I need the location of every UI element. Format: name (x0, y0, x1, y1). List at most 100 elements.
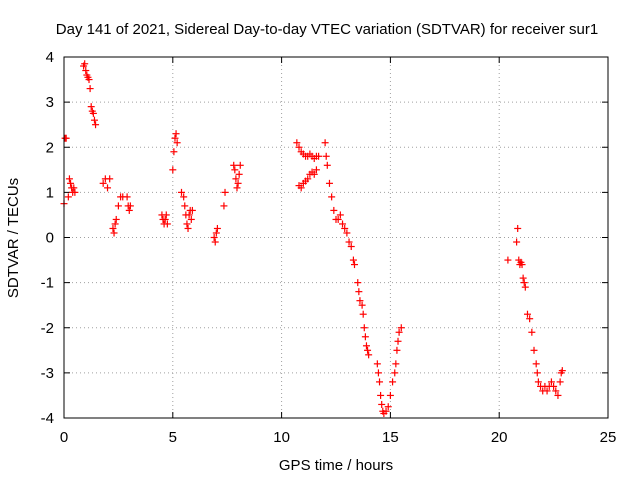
data-point (90, 116, 98, 124)
data-point (106, 175, 114, 183)
data-point (211, 238, 219, 246)
data-point (378, 400, 386, 408)
data-point (339, 220, 347, 228)
data-point (341, 224, 349, 232)
data-point (171, 134, 179, 142)
data-point (235, 170, 243, 178)
data-point (362, 342, 370, 350)
data-point (71, 188, 79, 196)
x-tick-label: 15 (382, 429, 399, 446)
data-point (376, 378, 384, 386)
data-point (359, 310, 367, 318)
data-point (349, 256, 357, 264)
data-point (67, 179, 75, 187)
data-point (185, 211, 193, 219)
data-point (70, 184, 78, 192)
data-point (528, 328, 536, 336)
data-point (85, 76, 93, 84)
data-point (183, 220, 191, 228)
data-point (518, 261, 526, 269)
data-point (210, 234, 218, 241)
data-point (397, 324, 405, 332)
data-point (169, 166, 177, 174)
data-point (212, 229, 220, 237)
x-tick-label: 10 (273, 429, 290, 446)
data-point (221, 188, 229, 196)
y-tick-label: -1 (41, 275, 54, 292)
data-point (558, 367, 566, 375)
data-point (312, 166, 320, 174)
data-point (187, 215, 195, 223)
chart-title: Day 141 of 2021, Sidereal Day-to-day VTE… (56, 21, 598, 38)
x-tick-label: 0 (60, 429, 68, 446)
data-point (236, 161, 244, 169)
data-point (109, 224, 117, 232)
data-point (334, 215, 342, 223)
data-point (322, 152, 330, 160)
y-tick-label: 0 (46, 230, 54, 247)
data-point (347, 243, 355, 251)
data-point (543, 387, 551, 395)
data-point (180, 193, 188, 201)
data-point (64, 193, 72, 201)
data-point (393, 346, 401, 354)
data-point (220, 202, 228, 210)
x-tick-label: 5 (169, 429, 177, 446)
data-point (350, 261, 358, 269)
data-point (188, 206, 196, 214)
data-point (523, 310, 531, 318)
data-point (181, 202, 189, 210)
y-tick-label: -3 (41, 365, 54, 382)
y-tick-label: 2 (46, 139, 54, 156)
data-point (514, 224, 522, 232)
data-point (184, 224, 192, 232)
data-point (297, 184, 305, 192)
tick-labels: 0 5 10 15 20 25 -4 -3 -2 -1 0 1 2 3 4 (41, 49, 617, 446)
y-tick-label: 1 (46, 184, 54, 201)
data-point (521, 283, 529, 291)
data-point (321, 139, 329, 147)
data-point (526, 315, 534, 323)
data-point (111, 220, 119, 228)
y-tick-label: 4 (46, 49, 54, 66)
data-point (389, 378, 397, 386)
data-point (315, 152, 323, 160)
data-point (163, 220, 171, 228)
data-point (532, 360, 540, 368)
data-point (99, 179, 107, 187)
data-point (110, 229, 118, 237)
data-point (374, 369, 382, 377)
data-point (86, 85, 94, 93)
data-point (65, 175, 73, 183)
data-point (358, 301, 366, 309)
y-tick-label: -4 (41, 410, 54, 427)
data-point (386, 391, 394, 399)
data-point (382, 407, 390, 415)
x-tick-label: 20 (491, 429, 508, 446)
data-point (325, 179, 333, 187)
data-point (552, 387, 560, 395)
data-point (233, 184, 241, 192)
data-point (533, 369, 541, 377)
data-point (395, 328, 403, 336)
y-tick-label: -2 (41, 320, 54, 337)
data-point (394, 337, 402, 345)
data-point (360, 324, 368, 332)
data-point (550, 382, 558, 390)
data-point (556, 378, 564, 386)
data-point (554, 391, 562, 399)
data-point (114, 202, 122, 210)
x-axis-label: GPS time / hours (279, 457, 393, 474)
data-point (170, 148, 178, 156)
data-point (355, 288, 363, 296)
data-point (173, 139, 181, 147)
data-point (112, 215, 120, 223)
data-point (231, 166, 239, 174)
data-point (295, 143, 303, 151)
data-point (373, 360, 381, 368)
data-point (513, 238, 521, 246)
y-axis-label: SDTVAR / TECUs (5, 178, 22, 298)
data-point (361, 333, 369, 341)
data-point (104, 184, 112, 192)
data-point (534, 378, 542, 386)
